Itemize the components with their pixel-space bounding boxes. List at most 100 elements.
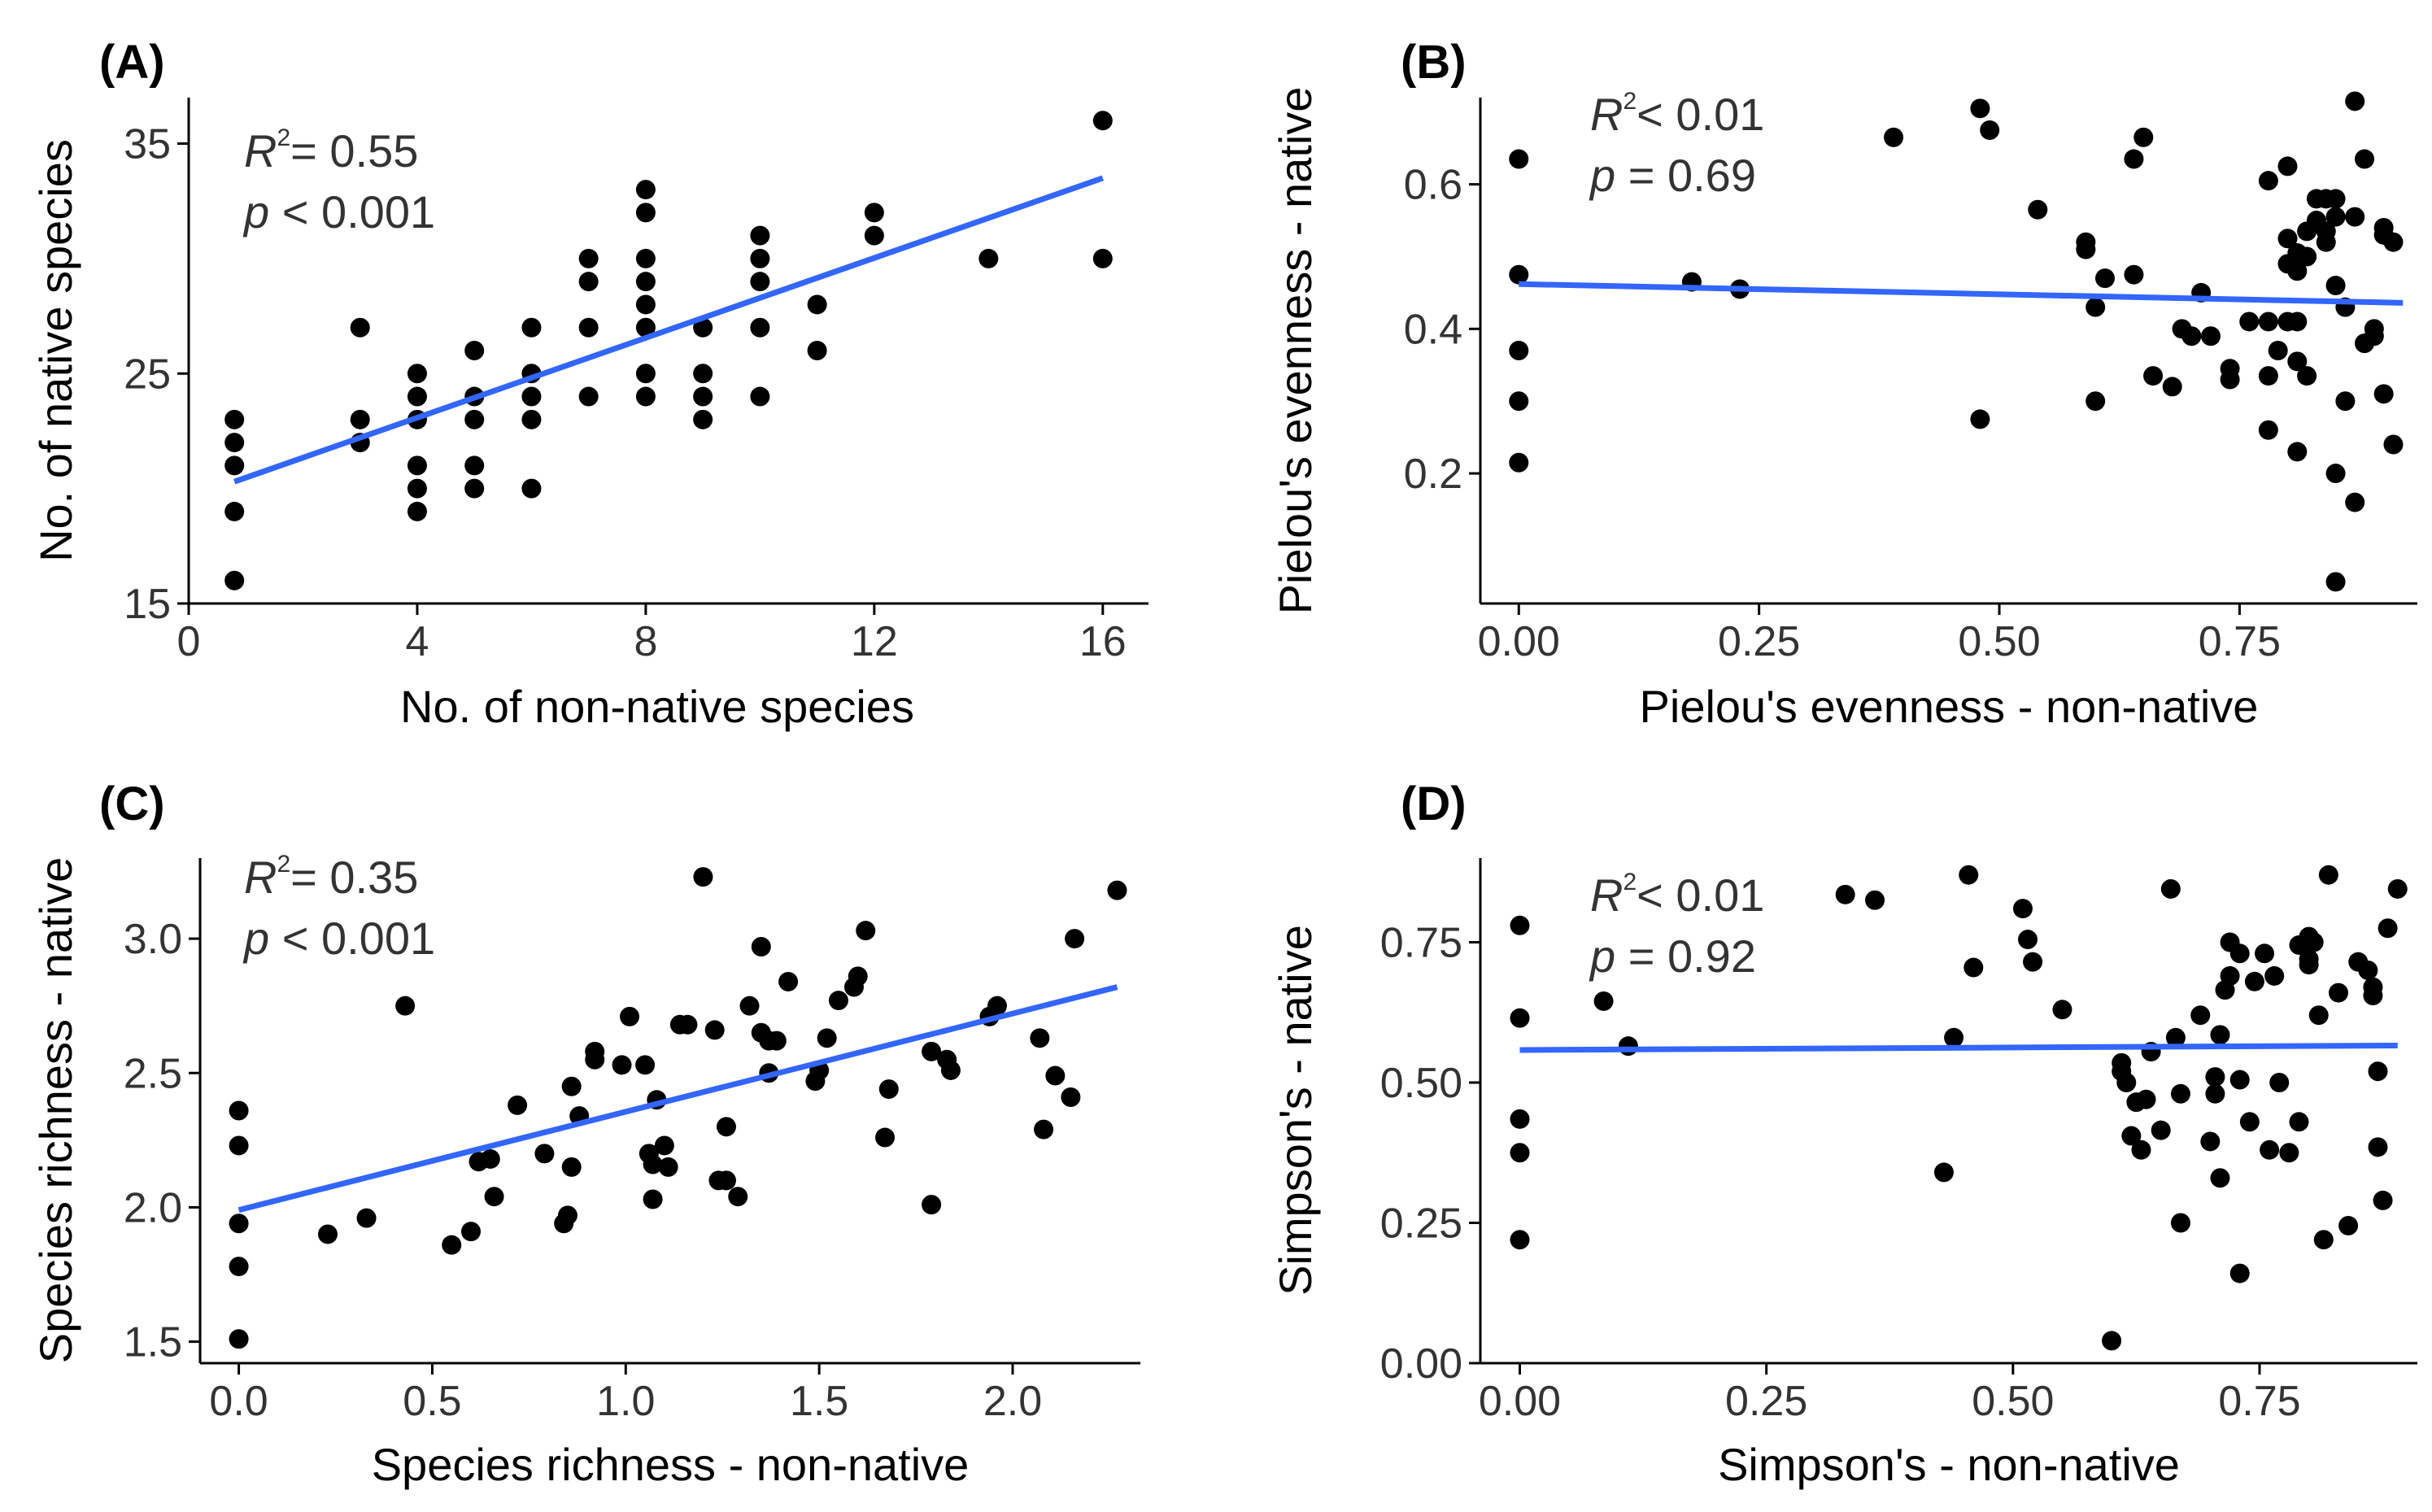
data-point [1970,98,1990,119]
data-point [2277,229,2298,249]
data-point [620,1006,640,1026]
data-point [807,294,827,315]
data-point [635,386,656,407]
data-point [1034,1119,1054,1139]
data-point [2131,1139,2151,1160]
data-point [704,1020,725,1040]
y-tick-label: 15 [124,581,171,628]
x-tick-label: 0.75 [2199,618,2281,665]
data-point [2244,971,2264,991]
data-point [728,1187,748,1207]
data-point [229,1329,249,1349]
data-point [1959,865,1979,885]
x-tick-label: 0.0 [209,1378,268,1425]
data-point [521,386,542,407]
y-tick-label: 0.25 [1380,1200,1462,1248]
data-point [2299,955,2319,975]
data-point [1509,391,1529,412]
data-point [2121,1126,2142,1146]
data-point [350,317,370,338]
data-point [635,1055,656,1075]
data-point [2086,391,2106,412]
data-point [751,937,771,957]
x-tick-label: 12 [851,618,898,665]
data-point [1509,264,1529,285]
data-point [716,1170,736,1191]
data-point [2358,961,2378,980]
data-point [875,1127,896,1148]
data-point [1593,991,1614,1011]
r-squared-label: R2< 0.01 [1590,869,1764,921]
x-tick-label: 0 [177,618,201,665]
data-point [2229,1070,2250,1090]
data-point [1509,452,1529,473]
x-tick-label: 4 [405,618,429,665]
data-point [2170,1083,2190,1104]
data-point [693,364,713,384]
x-tick-label: 1.0 [596,1378,655,1425]
data-point [635,294,656,315]
data-point [2328,983,2348,1003]
data-point [2165,1027,2186,1048]
data-point [1510,915,1530,935]
data-point [2028,199,2048,220]
data-point [2162,377,2182,397]
data-point [534,1144,555,1164]
data-point [693,386,713,407]
data-point [2368,1137,2388,1157]
data-point [1510,1008,1530,1028]
data-point [2308,1005,2329,1026]
y-tick-label: 0.00 [1380,1340,1462,1388]
data-point [635,203,656,223]
data-point [356,1208,377,1228]
panel-c: (C) 0.0 0.5 1.0 1.5 2.0 1.5 2.0 2.5 3.0 Species ri… [30,778,1140,1490]
data-point [1963,957,1984,978]
data-point [2205,1083,2225,1104]
data-point [464,409,485,429]
data-point [922,1041,942,1061]
y-tick-label: 2.0 [124,1184,182,1231]
data-point [2239,312,2260,332]
data-point [987,996,1007,1016]
x-tick-label: 0.5 [403,1378,461,1425]
data-point [2264,965,2285,986]
data-point [2297,366,2317,386]
data-point [2136,1089,2156,1109]
data-point [2112,1052,2132,1073]
x-tick-label: 0.00 [1479,1378,1561,1425]
data-point [407,364,427,384]
data-point [693,317,713,338]
data-point [2102,1331,2122,1351]
data-point [750,317,770,338]
data-point [2086,297,2106,317]
data-point [2018,930,2038,950]
data-point [1618,1036,1638,1057]
data-point [1510,1230,1530,1250]
data-point [2160,878,2181,899]
data-point [407,455,427,476]
x-axis-title: Species richness - non-native [372,1439,970,1490]
data-point [1884,127,1904,147]
x-tick-label: 8 [634,618,657,665]
data-point [2313,1230,2334,1250]
data-point [224,433,245,453]
data-point [2325,189,2346,209]
data-point [2124,149,2144,169]
data-point [2325,207,2346,227]
data-point [1933,1162,1954,1183]
data-point [940,1060,961,1080]
data-point [2095,268,2115,289]
data-point [1061,1087,1081,1107]
data-point [1030,1028,1050,1048]
data-point [229,1135,249,1156]
y-axis-title: Pielou's evenness - native [1270,87,1321,615]
data-point [1509,149,1529,169]
p-value-label: p = 0.92 [1589,930,1756,982]
data-point [2345,492,2365,512]
data-point [635,248,656,268]
data-point [2012,899,2033,919]
data-point [2260,1139,2280,1160]
data-point [2345,91,2365,111]
data-point [317,1224,338,1244]
data-point [2373,384,2394,404]
